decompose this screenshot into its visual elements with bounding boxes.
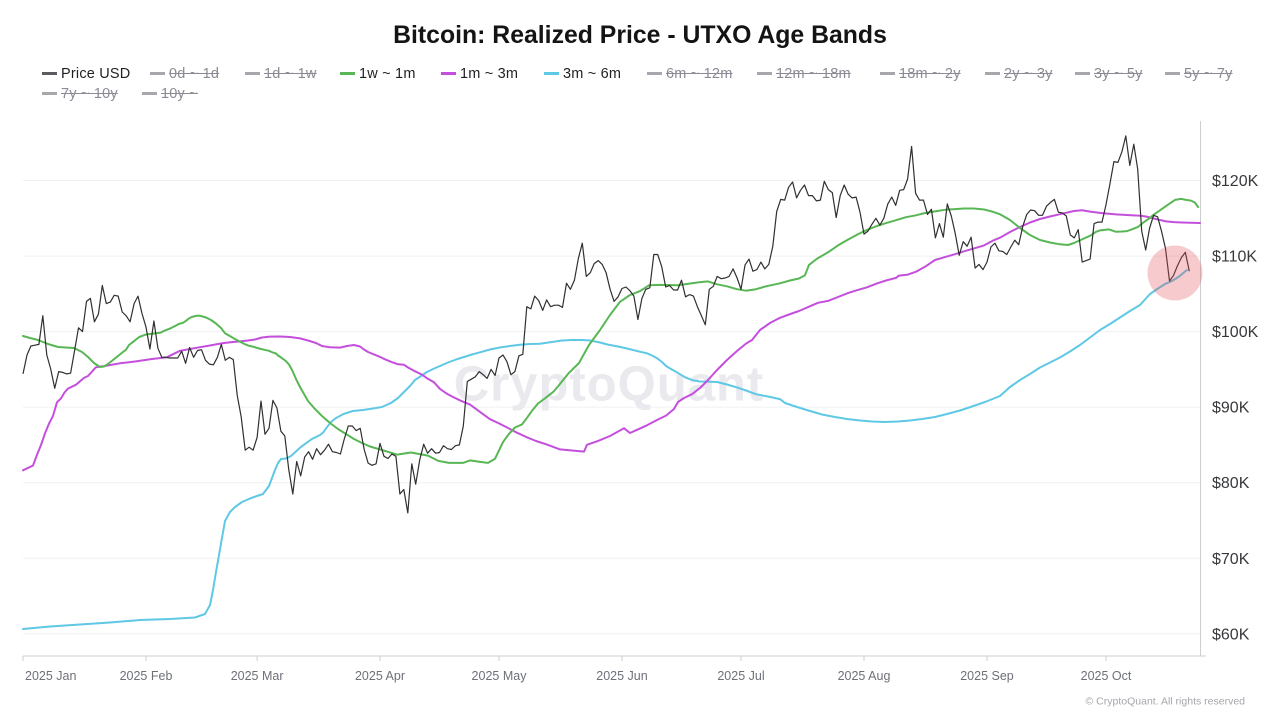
svg-text:CryptoQuant: CryptoQuant [454,358,764,412]
svg-text:$110K: $110K [1212,249,1257,266]
svg-text:$80K: $80K [1212,475,1250,492]
svg-text:2025 Feb: 2025 Feb [120,669,173,683]
svg-text:$120K: $120K [1212,173,1259,190]
svg-text:$60K: $60K [1212,626,1250,643]
svg-text:2025 May: 2025 May [472,669,528,683]
svg-text:2025 Jun: 2025 Jun [596,669,647,683]
svg-text:2025 Aug: 2025 Aug [838,669,891,683]
svg-text:$90K: $90K [1212,400,1250,417]
svg-text:2025 Sep: 2025 Sep [960,669,1014,683]
svg-text:$100K: $100K [1212,324,1259,341]
svg-text:2025 Jul: 2025 Jul [717,669,764,683]
svg-text:2025 Apr: 2025 Apr [355,669,405,683]
svg-text:2025 Jan: 2025 Jan [25,669,76,683]
svg-text:2025 Mar: 2025 Mar [231,669,284,683]
svg-text:$70K: $70K [1212,551,1250,568]
svg-text:2025 Oct: 2025 Oct [1081,669,1132,683]
svg-text:© CryptoQuant. All rights rese: © CryptoQuant. All rights reserved [1086,696,1246,708]
